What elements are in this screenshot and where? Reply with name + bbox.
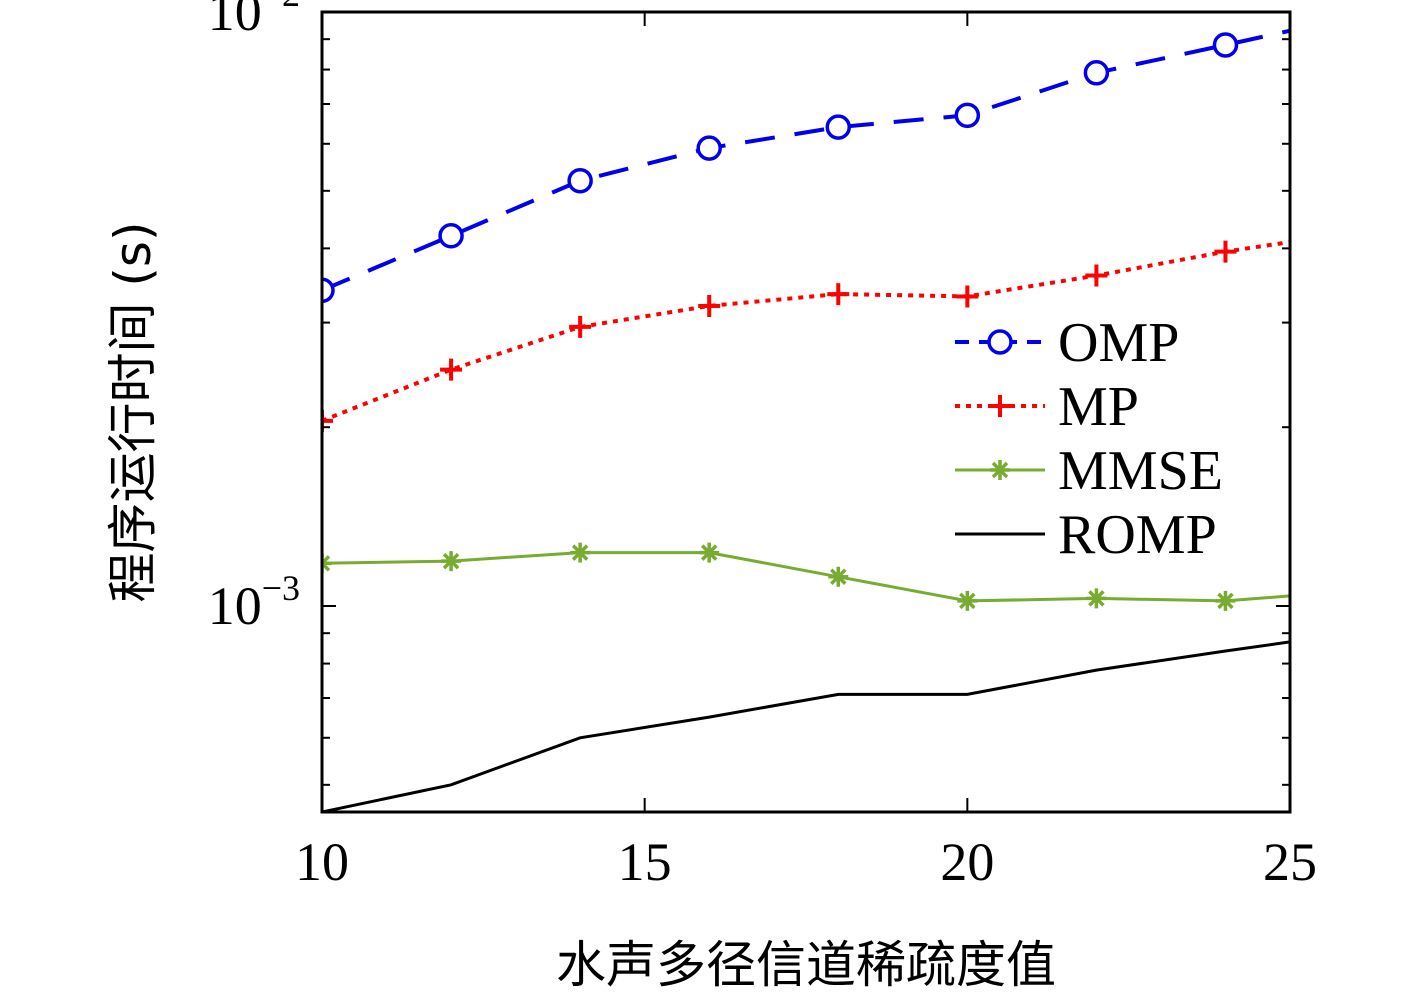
- series-line-mp: [322, 240, 1290, 423]
- data-point-omp: [954, 102, 981, 129]
- plot-area: [322, 28, 1290, 812]
- legend-marker: [987, 329, 1013, 355]
- data-point-omp: [322, 277, 335, 304]
- y-tick-label: 10−3: [208, 568, 300, 636]
- data-point-omp: [825, 114, 852, 140]
- data-point-mmse: [441, 551, 462, 572]
- plot-frame: [320, 10, 1292, 814]
- data-point-mp: [956, 285, 979, 308]
- legend-item-omp: OMP: [955, 312, 1179, 374]
- data-point-mp: [322, 409, 333, 432]
- legend-item-romp: ROMP: [955, 504, 1217, 566]
- series-omp: [322, 28, 1290, 304]
- data-point-mmse: [828, 566, 849, 587]
- y-tick-label: 10−2: [208, 0, 300, 42]
- legend-item-mp: MP: [955, 376, 1139, 438]
- data-point-omp: [1212, 32, 1239, 58]
- data-point-mmse: [1086, 588, 1107, 609]
- x-tick-label: 20: [940, 832, 994, 892]
- x-tick-label: 15: [618, 832, 672, 892]
- data-point-mp: [698, 294, 721, 317]
- x-tick-label: 25: [1263, 832, 1317, 892]
- y-axis-title: 程序运行时间 (s): [104, 222, 162, 603]
- x-tick-label: 10: [295, 832, 349, 892]
- legend-label: MP: [1058, 376, 1139, 438]
- legend-item-mmse: MMSE: [955, 440, 1223, 502]
- series-romp: [322, 640, 1290, 812]
- data-point-mp: [1085, 264, 1108, 287]
- series-mp: [322, 240, 1290, 432]
- legend-label: ROMP: [1058, 504, 1217, 566]
- data-point-mp: [1214, 240, 1237, 263]
- data-point-mmse: [699, 542, 720, 563]
- data-point-mp: [827, 283, 850, 306]
- legend-label: OMP: [1058, 312, 1179, 374]
- data-point-mmse: [957, 590, 978, 611]
- data-point-mp: [440, 358, 463, 381]
- data-point-mmse: [570, 542, 591, 563]
- data-point-omp: [696, 135, 722, 161]
- series-mmse: [322, 542, 1290, 611]
- axis-ticks: 10 15 20 25 10−2 10−3: [208, 0, 1317, 892]
- legend-label: MMSE: [1058, 440, 1223, 502]
- series-line-omp: [322, 28, 1290, 293]
- legend-marker: [990, 460, 1010, 480]
- legend-marker: [989, 395, 1011, 417]
- data-point-mp: [569, 315, 592, 338]
- data-point-omp: [1083, 60, 1110, 86]
- series-line-romp: [322, 640, 1290, 812]
- x-axis-title: 水声多径信道稀疏度值: [556, 936, 1056, 993]
- data-point-mmse: [1215, 590, 1236, 611]
- data-point-omp: [438, 223, 464, 249]
- data-point-omp: [567, 167, 593, 194]
